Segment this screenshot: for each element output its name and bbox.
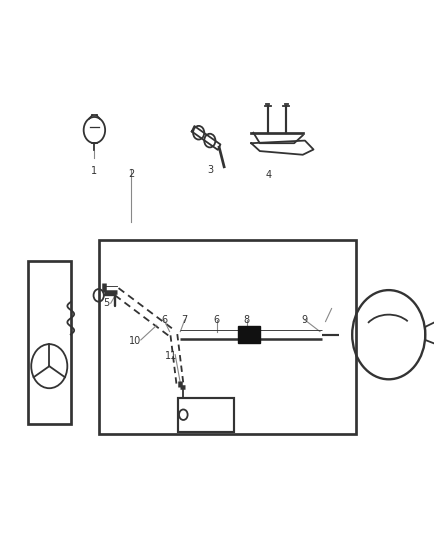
Text: 7: 7 (181, 315, 188, 325)
Text: 2: 2 (128, 169, 134, 180)
Text: 11: 11 (165, 351, 177, 361)
Text: 6: 6 (161, 315, 167, 325)
Text: 6: 6 (214, 315, 220, 325)
Bar (238, 326, 260, 343)
Text: 4: 4 (265, 171, 272, 181)
Bar (178, 398, 234, 432)
Text: 5: 5 (103, 298, 110, 308)
Bar (99, 240, 357, 434)
Text: 3: 3 (207, 165, 213, 175)
Text: 1: 1 (92, 166, 98, 176)
Bar (28, 261, 71, 424)
Text: 10: 10 (129, 336, 141, 346)
Text: 9: 9 (302, 315, 308, 325)
Text: 8: 8 (244, 315, 250, 325)
